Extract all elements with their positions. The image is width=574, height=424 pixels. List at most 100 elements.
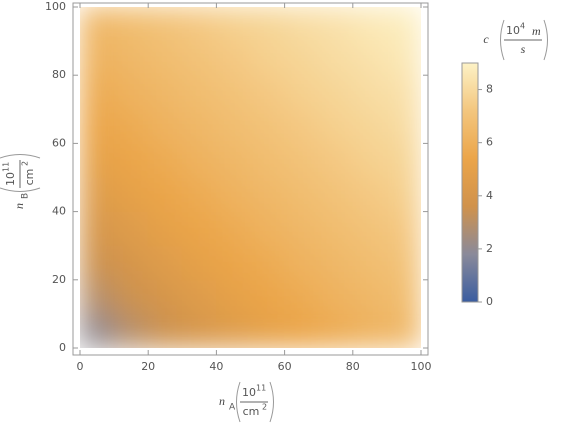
y-tick-label: 0: [59, 341, 66, 354]
x-axis-label: n A 10 11 cm 2: [219, 381, 274, 423]
heat-cell: [80, 245, 115, 281]
heat-cell: [250, 74, 286, 110]
x-tick-label: 100: [411, 360, 432, 373]
heat-cell: [113, 245, 149, 281]
heat-cell: [113, 313, 149, 348]
heat-cell: [352, 177, 388, 213]
heat-cell: [113, 279, 149, 315]
numerator: 10: [242, 386, 256, 399]
heat-cell: [284, 74, 320, 110]
heat-cell: [80, 7, 115, 42]
heat-cell: [386, 279, 421, 315]
colorbar-tick-label: 8: [486, 83, 493, 96]
x-tick-label: 80: [346, 360, 360, 373]
heat-cell: [386, 177, 421, 213]
heat-cell: [318, 245, 354, 281]
heat-cell: [386, 40, 421, 76]
parenthesis: [269, 381, 274, 423]
heat-cell: [80, 40, 115, 76]
heat-cell: [147, 211, 183, 247]
heat-cell: [284, 108, 320, 144]
heat-cell: [284, 7, 320, 42]
heat-cell: [352, 142, 388, 178]
heat-cell: [318, 40, 354, 76]
heat-cell: [318, 7, 354, 42]
y-tick-label: 40: [52, 205, 66, 218]
heat-cell: [215, 40, 251, 76]
heat-cell: [215, 211, 251, 247]
heat-cell: [386, 245, 421, 281]
heat-cell: [215, 142, 251, 178]
parenthesis: [0, 154, 41, 159]
heat-cell: [80, 313, 115, 348]
heat-cell: [181, 142, 217, 178]
colorbar-tick-label: 4: [486, 189, 493, 202]
heat-cell: [318, 313, 354, 348]
heat-cell: [113, 142, 149, 178]
heat-cell: [80, 108, 115, 144]
y-tick-label: 80: [52, 68, 66, 81]
symbol: c: [483, 32, 489, 46]
heat-cell: [250, 177, 286, 213]
heat-cell: [181, 108, 217, 144]
heat-cell: [181, 177, 217, 213]
symbol: n: [12, 203, 26, 209]
heat-cell: [318, 211, 354, 247]
heat-cell: [318, 108, 354, 144]
heat-cell: [113, 7, 149, 42]
heat-cell: [352, 74, 388, 110]
parenthesis: [236, 381, 241, 423]
x-tick-label: 0: [77, 360, 84, 373]
heat-cell: [80, 177, 115, 213]
heat-cell: [215, 177, 251, 213]
heat-cell: [386, 313, 421, 348]
heat-cell: [80, 279, 115, 315]
colorbar: [461, 62, 479, 303]
heat-cell: [113, 74, 149, 110]
heat-cell: [215, 245, 251, 281]
heat-cell: [284, 177, 320, 213]
colorbar-tick-label: 6: [486, 136, 493, 149]
heat-cell: [181, 279, 217, 315]
numerator-exp: 11: [256, 384, 266, 393]
heatmap-cells: [80, 7, 421, 348]
denominator: s: [521, 42, 526, 56]
heat-cell: [352, 279, 388, 315]
numerator-unit: m: [532, 24, 541, 38]
heatmap: [80, 7, 421, 348]
y-tick-label: 60: [52, 136, 66, 149]
heat-cell: [386, 7, 421, 42]
heat-cell: [284, 142, 320, 178]
numerator: 10: [4, 172, 17, 186]
heat-cell: [215, 279, 251, 315]
heat-cell: [147, 177, 183, 213]
denominator: cm: [23, 169, 36, 186]
x-tick-label: 20: [141, 360, 155, 373]
y-tick-label: 100: [45, 0, 66, 13]
heat-cell: [181, 7, 217, 42]
heat-cell: [250, 108, 286, 144]
heat-cell: [352, 245, 388, 281]
colorbar-tick-label: 2: [486, 242, 493, 255]
heat-cell: [250, 279, 286, 315]
parenthesis: [543, 19, 548, 61]
heat-cell: [147, 142, 183, 178]
heat-cell: [284, 279, 320, 315]
heat-cell: [318, 177, 354, 213]
heat-cell: [386, 211, 421, 247]
heat-cell: [284, 40, 320, 76]
heat-cell: [215, 74, 251, 110]
heat-cell: [113, 211, 149, 247]
heat-cell: [113, 108, 149, 144]
heat-cell: [284, 211, 320, 247]
numerator-exp: 4: [520, 22, 525, 31]
heat-cell: [250, 142, 286, 178]
denominator: cm: [243, 405, 260, 418]
numerator-exp: 11: [2, 162, 11, 172]
heat-cell: [147, 245, 183, 281]
heat-cell: [352, 108, 388, 144]
heat-cell: [386, 142, 421, 178]
denominator-exp: 2: [262, 403, 267, 412]
y-tick-label: 20: [52, 273, 66, 286]
